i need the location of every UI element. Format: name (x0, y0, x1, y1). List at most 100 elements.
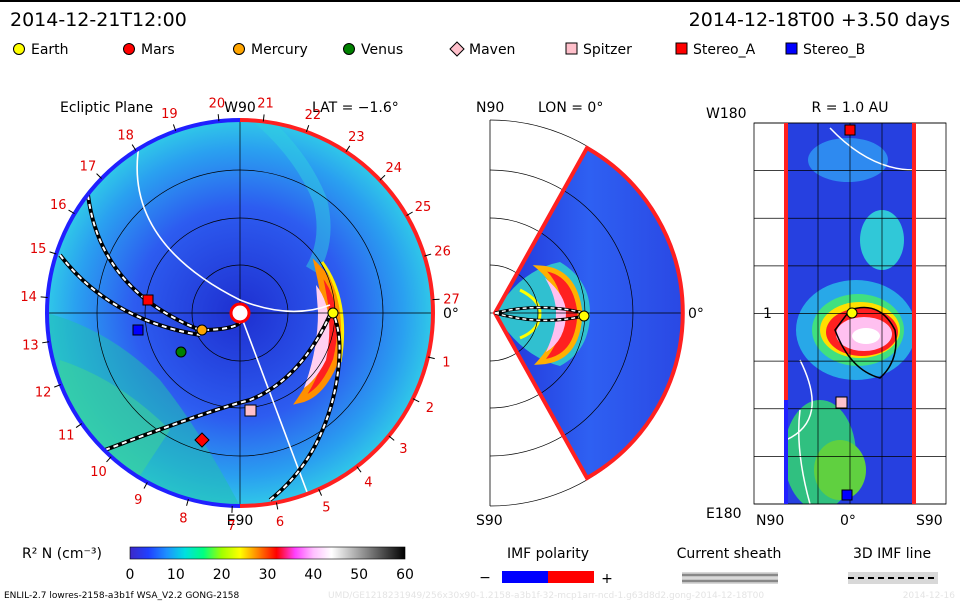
stereo-b-legend-icon (786, 43, 797, 54)
legend-item-spitzer: Spitzer (566, 42, 632, 58)
spitzer-marker (245, 405, 256, 416)
left-timestamp: 2014-12-21T12:00 (10, 9, 187, 31)
radial-earth-marker (847, 308, 857, 318)
radial-bottom-left: N90 (756, 513, 784, 529)
radial-bottom-right: S90 (916, 513, 943, 529)
imf-polarity-positive (548, 571, 594, 583)
current-sheath-label: Current sheath (677, 546, 782, 562)
ecliptic-angle-label: 5 (322, 501, 330, 516)
mercury-marker (197, 325, 207, 335)
ecliptic-top-label: W90 (224, 100, 256, 116)
ecliptic-tick (97, 174, 102, 179)
legend-label: Stereo_B (803, 42, 865, 58)
ecliptic-angle-label: 18 (117, 128, 134, 143)
legend-label: Earth (31, 42, 69, 58)
meridional-lon-label: LON = 0° (538, 100, 603, 116)
ecliptic-right-label: 0° (443, 306, 459, 322)
radial-panel: R = 1.0 AU W180 1 E180 N90 0° S90 (706, 100, 946, 529)
venus-legend-icon (344, 44, 355, 55)
ecliptic-angle-label: 8 (179, 511, 187, 526)
imf-polarity-negative (502, 571, 548, 583)
ecliptic-angle-label: 25 (415, 200, 432, 215)
imf-polarity-legend: IMF polarity − + (479, 546, 613, 587)
colorbar-tick-label: 40 (304, 567, 322, 583)
radial-bottom-mid: 0° (840, 513, 856, 529)
imf-line-label: 3D IMF line (853, 546, 931, 562)
ecliptic-angle-label: 6 (276, 515, 284, 530)
ecliptic-tick (107, 457, 112, 462)
stereo-b-marker (133, 325, 143, 335)
imf-polarity-label: IMF polarity (507, 546, 589, 562)
meridional-top-label: N90 (476, 100, 504, 116)
ecliptic-angle-label: 1 (442, 355, 450, 370)
ecliptic-angle-label: 27 (443, 292, 460, 307)
colorbar-tick-label: 50 (350, 567, 368, 583)
ecliptic-angle-label: 24 (385, 161, 402, 176)
meridional-features (495, 262, 590, 366)
ecliptic-angle-label: 14 (20, 290, 37, 305)
colorbar-tick-label: 0 (126, 567, 135, 583)
ecliptic-angle-label: 20 (209, 96, 226, 111)
ecliptic-angle-label: 22 (305, 108, 322, 123)
legend-label: Maven (469, 42, 515, 58)
meridional-right-label: 0° (688, 306, 704, 322)
legend-item-earth: Earth (14, 42, 69, 58)
ecliptic-angle-label: 17 (80, 159, 97, 174)
colorbar-tick-label: 20 (213, 567, 231, 583)
stereo-a-marker (143, 295, 153, 305)
legend-item-mars: Mars (124, 42, 175, 58)
object-legend: Earth Mars Mercury Venus Maven Spitzer Stereo_… (14, 42, 866, 58)
ecliptic-angle-label: 12 (35, 386, 52, 401)
imf-polarity-plus: + (601, 571, 613, 587)
ecliptic-tick (380, 175, 385, 180)
ecliptic-angle-label: 13 (22, 339, 39, 354)
radial-stereo-b-marker (842, 490, 852, 500)
footer-middle: UMD/GE1218231949/256x30x90-1.2158-a3b1f-… (328, 591, 764, 601)
venus-marker (176, 347, 186, 357)
imf-line-legend: 3D IMF line (848, 546, 938, 584)
legend-label: Venus (361, 42, 403, 58)
legend-label: Mercury (251, 42, 308, 58)
ecliptic-angle-label: 7 (227, 519, 235, 534)
legend-item-stereo-b: Stereo_B (786, 42, 865, 58)
ecliptic-tick (41, 297, 48, 298)
footer-left: ENLIL-2.7 lowres-2158-a3b1f WSA_V2.2 GON… (4, 591, 240, 601)
imf-polarity-minus: − (479, 570, 491, 586)
colorbar-tick-label: 60 (396, 567, 414, 583)
colorbar-ticks: 0 10 20 30 40 50 60 (126, 567, 414, 583)
legend-label: Spitzer (583, 42, 632, 58)
ecliptic-angle-label: 21 (257, 97, 274, 112)
legend-item-venus: Venus (344, 42, 404, 58)
colorbar-tick-label: 10 (167, 567, 185, 583)
radial-left-top: W180 (706, 106, 747, 122)
radial-title: R = 1.0 AU (812, 100, 889, 116)
radial-spitzer-marker (836, 397, 847, 408)
current-sheath-legend: Current sheath (677, 546, 782, 584)
legend-label: Mars (141, 42, 175, 58)
sun-marker (231, 304, 249, 322)
mercury-legend-icon (234, 44, 245, 55)
ecliptic-angle-label: 10 (90, 465, 107, 480)
spitzer-legend-icon (566, 43, 577, 54)
ecliptic-angle-label: 9 (134, 493, 142, 508)
colorbar-tick-label: 30 (259, 567, 277, 583)
footer-right: 2014-12-16 (903, 591, 956, 601)
earth-marker (328, 308, 338, 318)
ecliptic-angle-label: 26 (434, 245, 451, 260)
legend-item-maven: Maven (450, 42, 515, 58)
legend-item-mercury: Mercury (234, 42, 308, 58)
right-timestamp: 2014-12-18T00 +3.50 days (689, 9, 950, 31)
ecliptic-panel: Ecliptic Plane LAT = −1.6° W90 E90 0° (20, 96, 459, 534)
ecliptic-angle-label: 19 (161, 107, 178, 122)
ecliptic-tick (389, 436, 394, 440)
meridional-earth-marker (579, 311, 589, 321)
legend-label: Stereo_A (693, 42, 756, 58)
ecliptic-angle-label: 4 (364, 476, 372, 491)
ecliptic-angle-label: 15 (30, 242, 47, 257)
radial-left-mid: 1 (763, 306, 772, 322)
maven-legend-icon (450, 42, 464, 56)
mars-legend-icon (124, 44, 135, 55)
stereo-a-legend-icon (676, 43, 687, 54)
